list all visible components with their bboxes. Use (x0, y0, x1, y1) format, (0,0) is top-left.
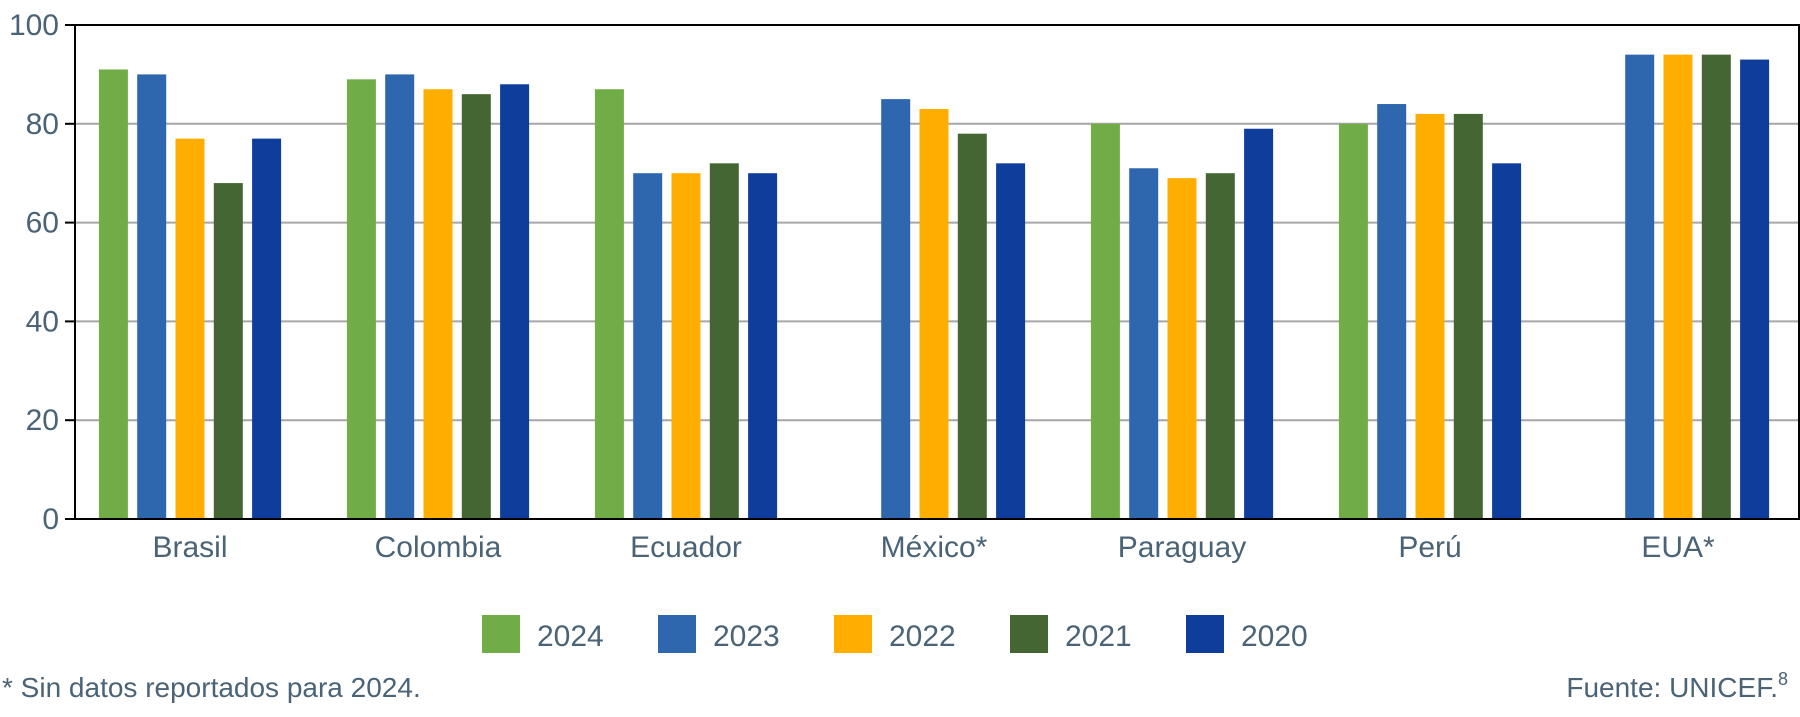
bar-2024-2 (594, 89, 624, 519)
x-tick-label: Paraguay (1118, 531, 1246, 564)
bar-2023-5 (1377, 104, 1407, 519)
bar-2022-1 (423, 89, 453, 519)
bar-2021-5 (1453, 113, 1483, 520)
x-tick-label: México* (881, 531, 988, 564)
legend-label: 2020 (1241, 620, 1308, 653)
source-reference: 8 (1778, 669, 1788, 689)
x-tick-label: EUA* (1641, 531, 1715, 564)
bar-2023-4 (1129, 168, 1159, 519)
x-tick-label: Brasil (152, 531, 227, 564)
x-axis-ticks: Brasil Colombia Ecuador México* Paraguay Perú… (152, 531, 1715, 564)
x-tick-label: Perú (1398, 531, 1461, 564)
bar-2023-3 (881, 99, 911, 519)
bar-2021-3 (957, 133, 987, 519)
legend-swatch-2023 (658, 615, 696, 653)
legend: 2024 2023 2022 2021 2020 (482, 615, 1308, 653)
bar-2020-6 (1740, 59, 1770, 520)
legend-swatch-2024 (482, 615, 520, 653)
y-tick-label: 20 (26, 404, 59, 437)
footnote: * Sin datos reportados para 2024. (2, 672, 421, 703)
bar-2022-3 (919, 108, 949, 519)
x-tick-label: Ecuador (630, 531, 742, 564)
bar-2020-3 (996, 163, 1026, 519)
bar-2022-2 (671, 173, 701, 519)
bar-2022-5 (1415, 113, 1445, 520)
bar-2023-6 (1625, 54, 1655, 519)
y-tick-label: 60 (26, 207, 59, 240)
x-tick-label: Colombia (375, 531, 502, 564)
legend-swatch-2022 (834, 615, 872, 653)
source-note: Fuente: UNICEF.8 (1566, 669, 1788, 703)
bars (98, 54, 1770, 520)
bar-2022-6 (1663, 54, 1693, 519)
bar-2024-4 (1090, 123, 1120, 520)
y-tick-label: 0 (42, 503, 59, 536)
bar-2024-5 (1338, 123, 1368, 520)
bar-2023-1 (385, 74, 415, 520)
bar-2023-2 (633, 173, 663, 519)
bar-2020-4 (1244, 128, 1274, 520)
bar-2021-2 (709, 163, 739, 519)
y-axis-ticks: 0 20 40 60 80 100 (9, 9, 75, 536)
bar-2021-0 (213, 183, 243, 519)
bar-2021-4 (1205, 173, 1235, 519)
bar-2021-1 (461, 94, 491, 519)
bar-2024-1 (346, 79, 376, 519)
bar-2020-2 (748, 173, 778, 519)
legend-swatch-2021 (1010, 615, 1048, 653)
bar-2021-6 (1701, 54, 1731, 519)
bar-2022-4 (1167, 178, 1197, 519)
legend-label: 2022 (889, 620, 956, 653)
y-tick-label: 100 (9, 9, 59, 42)
bar-2024-0 (98, 69, 128, 520)
legend-label: 2024 (537, 620, 604, 653)
bar-2023-0 (137, 74, 167, 520)
bar-2020-5 (1492, 163, 1522, 519)
axes (74, 24, 1800, 520)
bar-2020-0 (252, 138, 282, 519)
source-text: Fuente: UNICEF. (1566, 672, 1778, 703)
y-tick-label: 80 (26, 108, 59, 141)
plot-frame (74, 24, 1800, 520)
bar-2020-1 (500, 84, 530, 519)
legend-label: 2023 (713, 620, 780, 653)
legend-label: 2021 (1065, 620, 1132, 653)
legend-swatch-2020 (1186, 615, 1224, 653)
bar-2022-0 (175, 138, 205, 519)
y-tick-label: 40 (26, 305, 59, 338)
